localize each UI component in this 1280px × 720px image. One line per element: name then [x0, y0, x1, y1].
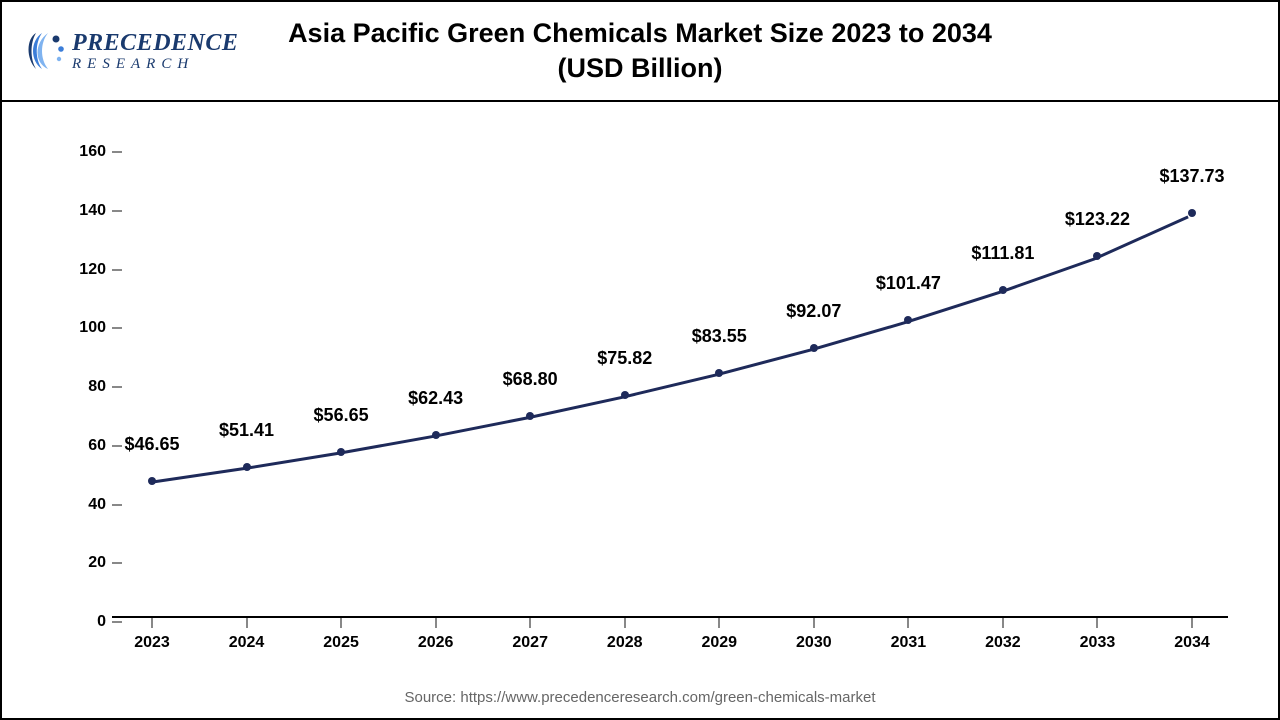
data-label: $92.07 [786, 301, 841, 322]
data-marker [621, 391, 629, 399]
data-label: $56.65 [314, 405, 369, 426]
chart-title-line2: (USD Billion) [558, 51, 723, 86]
x-tick [1191, 618, 1193, 628]
x-axis-label: 2025 [323, 634, 359, 652]
x-axis-label: 2023 [134, 634, 170, 652]
data-marker [810, 344, 818, 352]
data-label: $62.43 [408, 388, 463, 409]
x-axis-label: 2031 [891, 634, 927, 652]
data-label: $123.22 [1065, 209, 1130, 230]
x-tick [624, 618, 626, 628]
x-tick [340, 618, 342, 628]
y-axis-label: 40 [88, 496, 106, 514]
x-tick [1096, 618, 1098, 628]
data-marker [148, 477, 156, 485]
x-axis-label: 2028 [607, 634, 643, 652]
y-tick [112, 504, 122, 506]
source-citation: Source: https://www.precedenceresearch.c… [2, 689, 1278, 706]
y-axis-label: 60 [88, 437, 106, 455]
x-axis-label: 2033 [1080, 634, 1116, 652]
x-axis-label: 2032 [985, 634, 1021, 652]
x-axis-label: 2034 [1174, 634, 1210, 652]
data-label: $75.82 [597, 348, 652, 369]
y-axis-label: 120 [79, 261, 106, 279]
y-tick [112, 327, 122, 329]
y-tick [112, 151, 122, 153]
data-label: $68.80 [503, 369, 558, 390]
logo-mark-icon [22, 29, 66, 73]
y-tick [112, 269, 122, 271]
data-label: $83.55 [692, 326, 747, 347]
x-tick [718, 618, 720, 628]
x-axis-label: 2027 [512, 634, 548, 652]
data-marker [904, 316, 912, 324]
y-axis-label: 100 [79, 319, 106, 337]
data-marker [432, 431, 440, 439]
x-axis-label: 2030 [796, 634, 832, 652]
data-label: $46.65 [124, 434, 179, 455]
y-tick [112, 562, 122, 564]
data-marker [243, 463, 251, 471]
data-marker [1188, 209, 1196, 217]
x-tick [813, 618, 815, 628]
data-marker [337, 448, 345, 456]
x-axis-label: 2024 [229, 634, 265, 652]
x-axis-label: 2026 [418, 634, 454, 652]
data-label: $101.47 [876, 273, 941, 294]
y-axis-label: 160 [79, 143, 106, 161]
data-marker [715, 369, 723, 377]
data-label: $137.73 [1159, 166, 1224, 187]
data-marker [526, 412, 534, 420]
y-tick [112, 621, 122, 623]
data-label: $51.41 [219, 420, 274, 441]
line-path [122, 152, 1218, 618]
x-tick [1002, 618, 1004, 628]
y-axis-label: 0 [97, 613, 106, 631]
x-tick [529, 618, 531, 628]
x-tick [151, 618, 153, 628]
y-tick [112, 445, 122, 447]
data-marker [999, 286, 1007, 294]
y-axis-label: 20 [88, 554, 106, 572]
x-tick [246, 618, 248, 628]
chart-title-line1: Asia Pacific Green Chemicals Market Size… [288, 16, 992, 51]
plot-inner: 0204060801001201401602023202420252026202… [122, 152, 1218, 618]
logo-line1: PRECEDENCE [72, 31, 238, 55]
y-tick [112, 210, 122, 212]
y-axis-label: 80 [88, 378, 106, 396]
brand-logo: PRECEDENCE RESEARCH [22, 29, 238, 73]
data-label: $111.81 [971, 243, 1034, 264]
x-axis-label: 2029 [701, 634, 737, 652]
chart-container: PRECEDENCE RESEARCH Asia Pacific Green C… [0, 0, 1280, 720]
y-tick [112, 386, 122, 388]
x-tick [435, 618, 437, 628]
y-axis-label: 140 [79, 202, 106, 220]
x-tick [907, 618, 909, 628]
header-band: PRECEDENCE RESEARCH Asia Pacific Green C… [2, 2, 1278, 102]
logo-line2: RESEARCH [72, 57, 238, 72]
data-marker [1093, 252, 1101, 260]
logo-text: PRECEDENCE RESEARCH [72, 31, 238, 72]
plot-region: 0 20 40 60 80 100 120 140 160 2023 2024 2025 2026 202… [2, 102, 1278, 718]
